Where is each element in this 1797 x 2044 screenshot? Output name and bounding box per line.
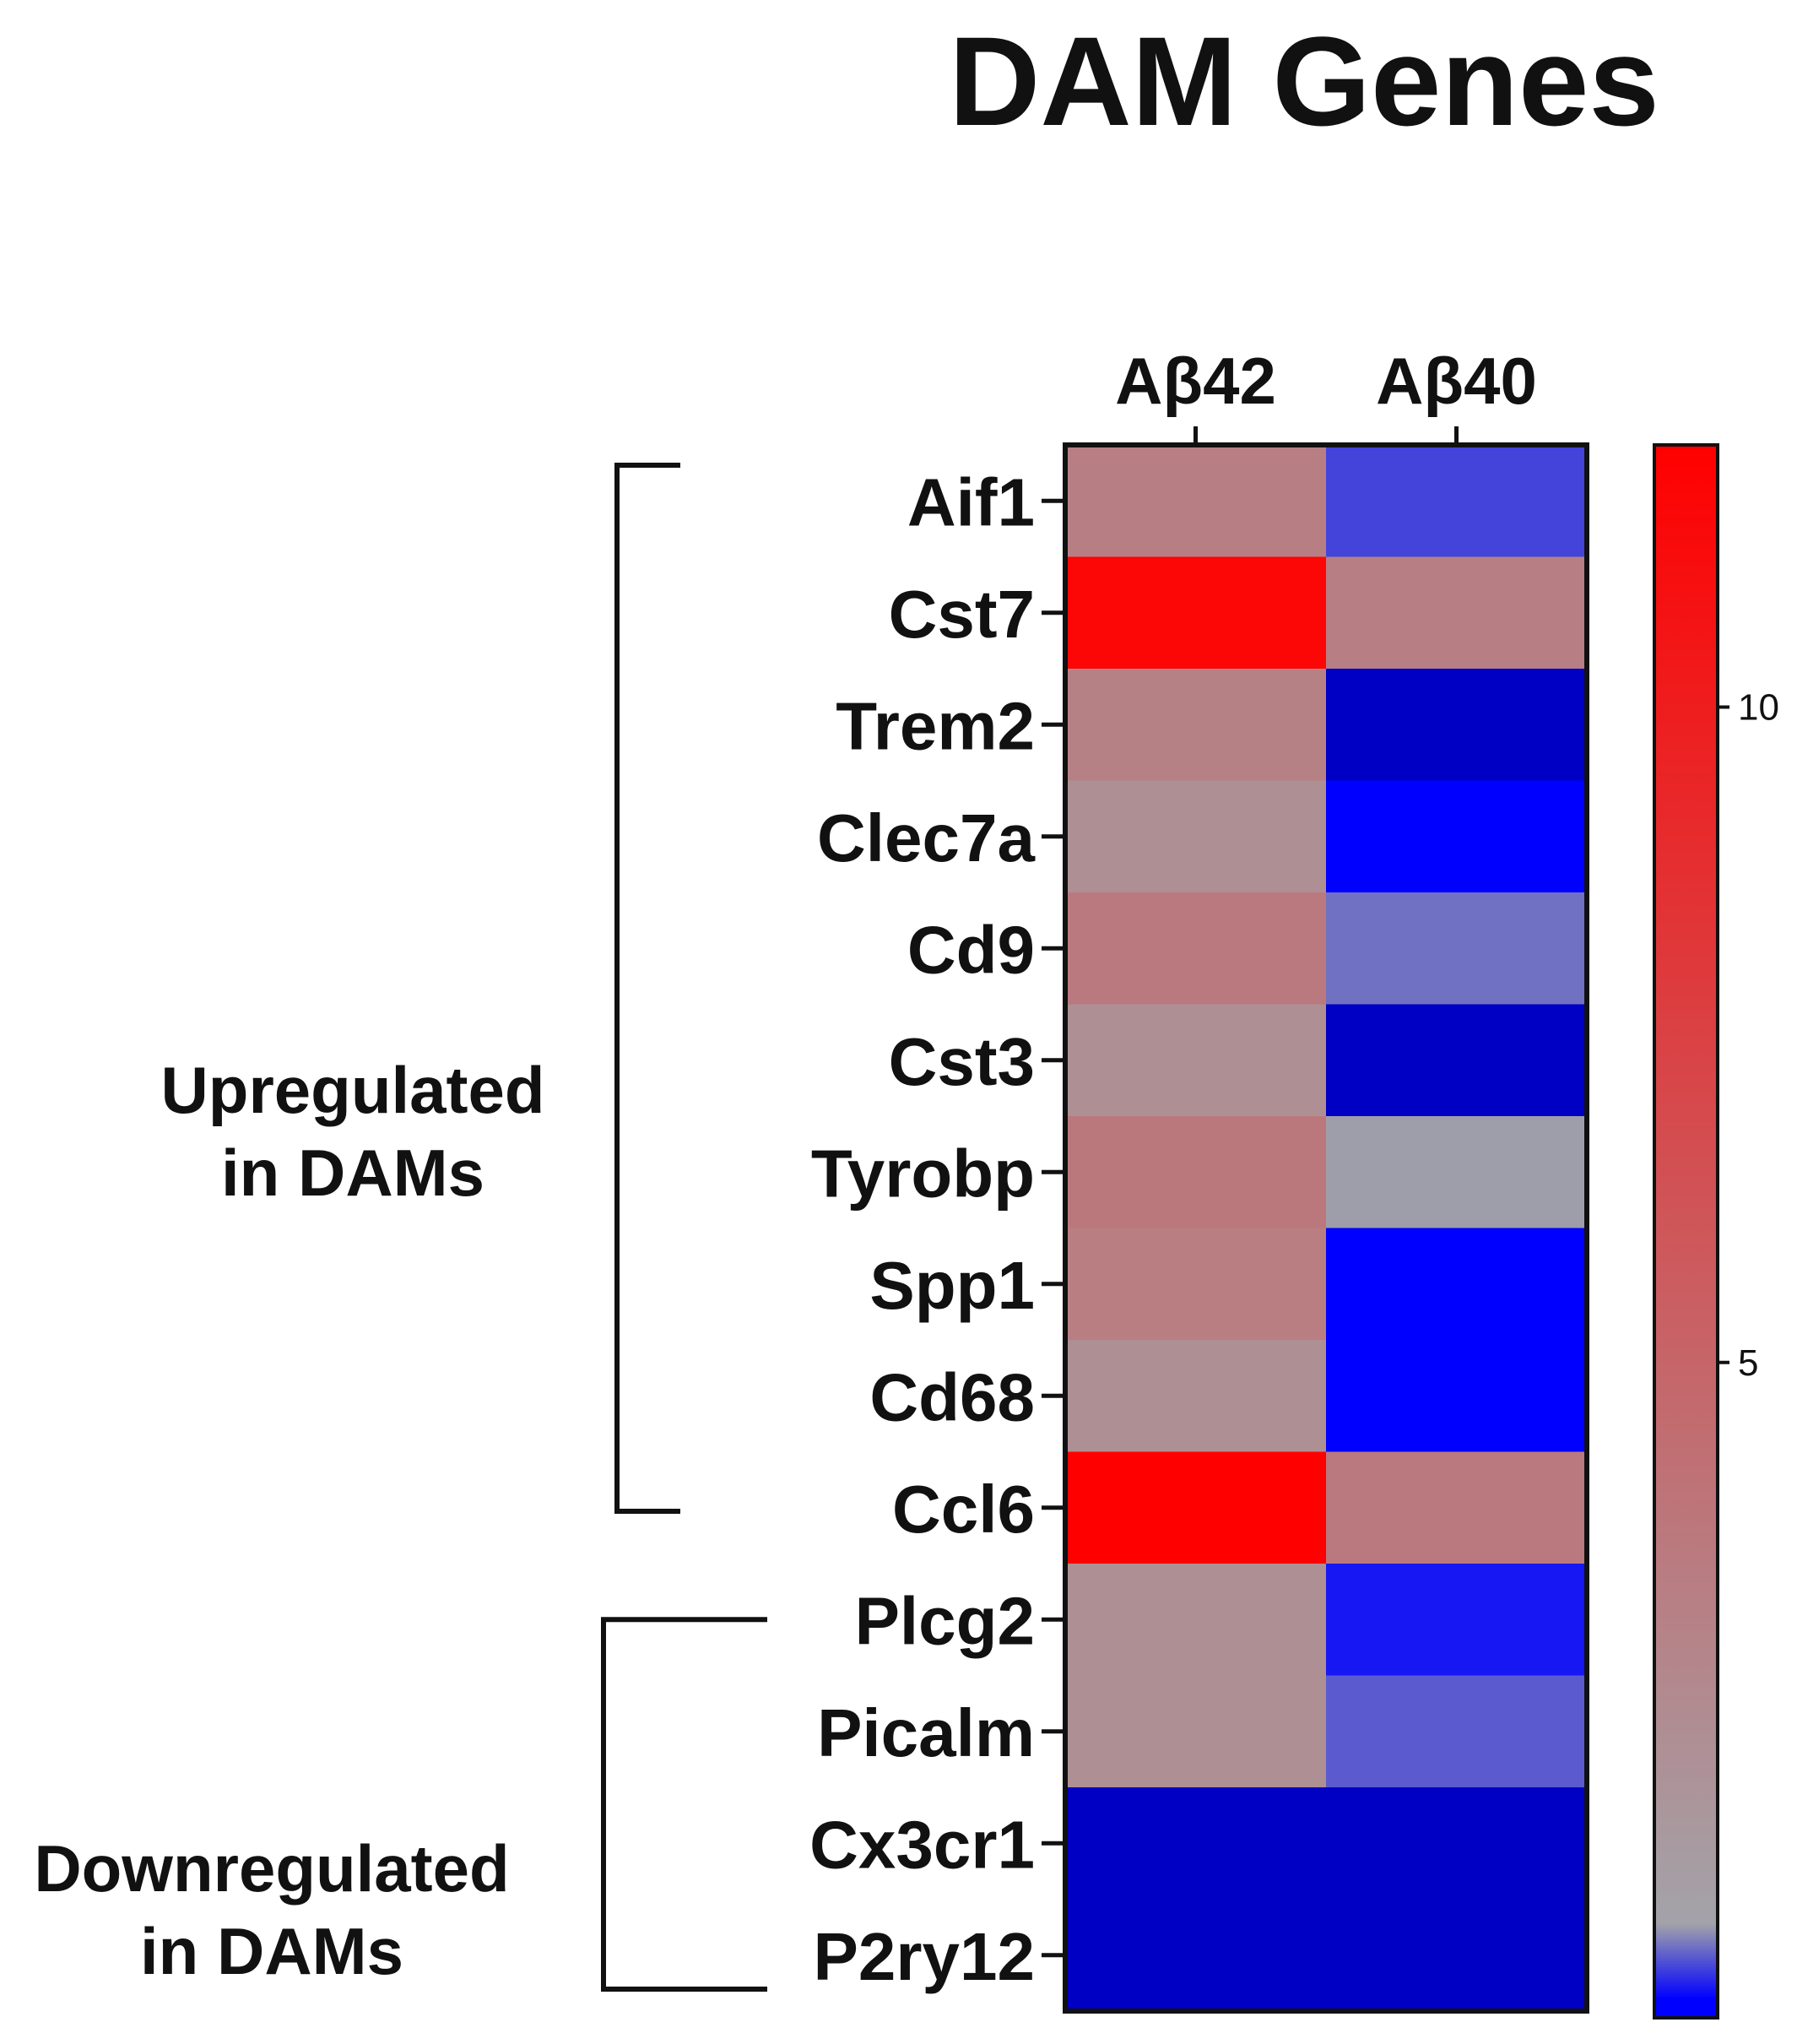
heatmap-cell-cx3cr1-abeta40 <box>1326 1787 1588 1900</box>
heatmap-cell-ccl6-abeta40 <box>1326 1451 1588 1564</box>
row-label-tyrobp: Tyrobp <box>811 1136 1035 1211</box>
row-label-trem2: Trem2 <box>836 688 1035 763</box>
heatmap-cell-tyrobp-abeta40 <box>1326 1116 1588 1229</box>
row-label-picalm: Picalm <box>817 1695 1035 1770</box>
row-label-plcg2: Plcg2 <box>855 1583 1035 1658</box>
group-label-upregulated-line-2: in DAMs <box>221 1136 484 1210</box>
row-label-ccl6: Ccl6 <box>892 1472 1035 1547</box>
column-label-abeta42: Aβ42 <box>1115 344 1276 418</box>
row-label-cd68: Cd68 <box>869 1359 1035 1434</box>
row-label-cx3cr1: Cx3cr1 <box>809 1807 1035 1882</box>
heatmap-frame <box>1063 442 1589 2014</box>
heatmap-cell-cd68-abeta40 <box>1326 1340 1588 1453</box>
group-label-downregulated-line-2: in DAMs <box>140 1914 403 1988</box>
row-label-spp1: Spp1 <box>869 1248 1035 1323</box>
heatmap-cell-cst7-abeta40 <box>1326 556 1588 670</box>
heatmap-cell-clec7a-abeta40 <box>1326 780 1588 893</box>
heatmap-cell-trem2-abeta42 <box>1065 669 1327 782</box>
row-label-clec7a: Clec7a <box>817 800 1035 876</box>
row-label-p2ry12: P2ry12 <box>814 1919 1035 1994</box>
heatmap-cell-plcg2-abeta40 <box>1326 1564 1588 1677</box>
heatmap-cell-cst3-abeta42 <box>1065 1004 1327 1117</box>
colorbar-tick-label-5: 5 <box>1738 1342 1758 1384</box>
heatmap-cell-ccl6-abeta42 <box>1065 1451 1327 1564</box>
row-label-aif1: Aif1 <box>907 464 1035 539</box>
chart-title: DAM Genes <box>949 10 1659 152</box>
heatmap-cell-picalm-abeta42 <box>1065 1675 1327 1788</box>
heatmap-cell-cst7-abeta42 <box>1065 556 1327 670</box>
heatmap-cell-spp1-abeta42 <box>1065 1228 1327 1341</box>
heatmap-cell-aif1-abeta42 <box>1065 445 1327 558</box>
group-label-upregulated-line-1: Upregulated <box>160 1053 544 1127</box>
row-label-cd9: Cd9 <box>907 912 1035 987</box>
heatmap-cell-spp1-abeta40 <box>1326 1228 1588 1341</box>
heatmap-cell-cd68-abeta42 <box>1065 1340 1327 1453</box>
colorbar-frame <box>1653 443 1719 2020</box>
heatmap-cell-cx3cr1-abeta42 <box>1065 1787 1327 1900</box>
heatmap-cell-p2ry12-abeta40 <box>1326 1899 1588 2012</box>
heatmap-cell-p2ry12-abeta42 <box>1065 1899 1327 2012</box>
heatmap-cell-picalm-abeta40 <box>1326 1675 1588 1788</box>
group-bracket-downregulated <box>601 1617 767 1992</box>
heatmap-cell-cd9-abeta42 <box>1065 892 1327 1006</box>
heatmap-cell-clec7a-abeta42 <box>1065 780 1327 893</box>
column-label-abeta40: Aβ40 <box>1376 344 1537 418</box>
heatmap-cell-cd9-abeta40 <box>1326 892 1588 1006</box>
heatmap-cell-plcg2-abeta42 <box>1065 1564 1327 1677</box>
colorbar-tick-label-10: 10 <box>1738 687 1779 729</box>
group-label-downregulated-line-1: Downregulated <box>34 1831 509 1906</box>
group-bracket-upregulated <box>614 463 680 1514</box>
heatmap-cell-trem2-abeta40 <box>1326 669 1588 782</box>
heatmap-cell-aif1-abeta40 <box>1326 445 1588 558</box>
heatmap-cell-tyrobp-abeta42 <box>1065 1116 1327 1229</box>
row-label-cst3: Cst3 <box>889 1024 1035 1099</box>
heatmap-cell-cst3-abeta40 <box>1326 1004 1588 1117</box>
colorbar-gradient <box>1654 445 1718 2018</box>
row-label-cst7: Cst7 <box>889 577 1035 652</box>
